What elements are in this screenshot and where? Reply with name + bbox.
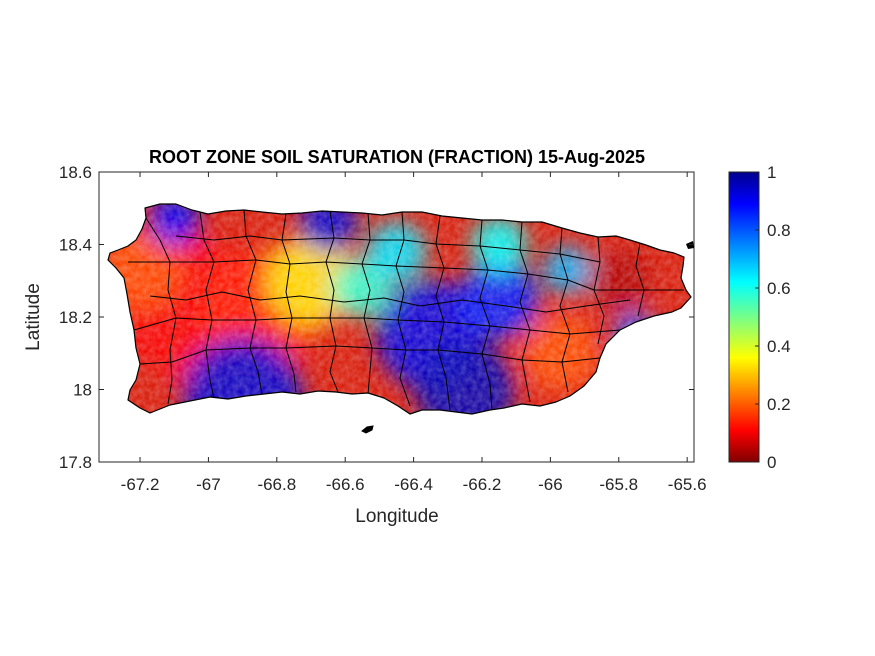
x-tick-label: -66 <box>538 475 563 494</box>
municipality-border <box>635 242 645 317</box>
colorbar-tick-label: 0 <box>767 453 776 472</box>
x-tick-label: -66.8 <box>257 475 296 494</box>
chart-title: ROOT ZONE SOIL SATURATION (FRACTION) 15-… <box>149 147 645 167</box>
colorbar-tick-label: 0.4 <box>767 337 791 356</box>
colorbar <box>728 171 760 463</box>
caja-de-muertos-island <box>361 425 374 434</box>
municipality-borders <box>128 209 684 411</box>
colorbar-tick-label: 0.6 <box>767 279 791 298</box>
colorbar-tick-label: 1 <box>767 163 776 182</box>
x-tick-label: -65.6 <box>668 475 707 494</box>
municipality-border <box>435 215 451 411</box>
municipality-border <box>243 209 263 395</box>
x-axis-ticks: -67.2 -67 -66.8 -66.6 -66.4 -66.2 -66 -65.8 -65.… <box>121 172 707 494</box>
y-tick-label: 18.2 <box>59 308 92 327</box>
y-tick-label: 18.6 <box>59 163 92 182</box>
colorbar-tick-label: 0.8 <box>767 221 791 240</box>
x-tick-label: -65.8 <box>599 475 638 494</box>
colorbar-ticks: 0 0.2 0.4 0.6 0.8 1 <box>755 163 791 472</box>
municipality-border <box>175 235 601 263</box>
municipality-border <box>325 210 339 393</box>
x-tick-label: -66.4 <box>394 475 433 494</box>
x-tick-label: -67 <box>196 475 221 494</box>
municipality-border <box>128 259 684 291</box>
municipality-border <box>139 345 601 365</box>
island-saturation-field <box>108 204 691 414</box>
y-tick-label: 18 <box>73 381 92 400</box>
x-tick-label: -67.2 <box>121 475 160 494</box>
x-tick-label: -66.6 <box>326 475 365 494</box>
municipality-border <box>145 217 177 405</box>
x-tick-label: -66.2 <box>463 475 502 494</box>
y-tick-label: 17.8 <box>59 453 92 472</box>
municipality-border <box>395 211 411 407</box>
municipality-border <box>479 219 493 411</box>
island-coastline <box>107 203 692 415</box>
municipality-border <box>133 317 621 335</box>
municipality-border <box>199 211 215 399</box>
y-tick-label: 18.4 <box>59 236 92 255</box>
colorbar-tick-label: 0.2 <box>767 395 791 414</box>
y-axis-label: Latitude <box>23 283 44 351</box>
municipality-border <box>281 213 297 393</box>
y-axis-ticks: 17.8 18 18.2 18.4 18.6 <box>59 163 694 472</box>
municipality-border <box>149 291 631 313</box>
x-axis-label: Longitude <box>355 506 438 527</box>
